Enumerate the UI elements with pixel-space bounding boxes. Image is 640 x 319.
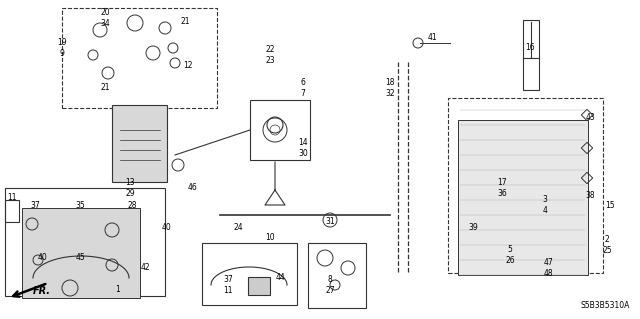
Text: 47
48: 47 48 — [543, 258, 553, 278]
Text: 22
23: 22 23 — [265, 45, 275, 65]
Bar — [202, 243, 297, 305]
Text: 21: 21 — [180, 18, 189, 26]
Bar — [581, 172, 593, 184]
Bar — [458, 120, 588, 275]
Text: 46: 46 — [188, 183, 198, 192]
Bar — [581, 142, 593, 154]
Bar — [448, 98, 603, 273]
Text: S5B3B5310A: S5B3B5310A — [580, 301, 630, 310]
Bar — [62, 8, 217, 108]
Text: 8
27: 8 27 — [325, 275, 335, 295]
Text: 21: 21 — [100, 84, 109, 93]
Bar — [523, 20, 539, 90]
Text: 10: 10 — [265, 234, 275, 242]
Text: 39: 39 — [468, 224, 478, 233]
Text: 2
25: 2 25 — [602, 235, 612, 255]
Bar — [248, 277, 270, 295]
Bar — [5, 200, 19, 222]
Text: 13
29: 13 29 — [125, 178, 135, 198]
Text: 24: 24 — [233, 224, 243, 233]
Text: 41: 41 — [427, 33, 437, 42]
Text: 44: 44 — [275, 273, 285, 283]
Text: 11: 11 — [7, 194, 17, 203]
Text: 17
36: 17 36 — [497, 178, 507, 198]
Bar — [250, 100, 310, 160]
Text: 14
30: 14 30 — [298, 138, 308, 158]
Text: 19
9: 19 9 — [57, 38, 67, 58]
Text: 40: 40 — [162, 224, 172, 233]
Bar — [581, 109, 593, 121]
Text: 31: 31 — [325, 218, 335, 226]
Text: 35: 35 — [75, 201, 85, 210]
Text: 37: 37 — [30, 201, 40, 210]
Text: 1: 1 — [116, 286, 120, 294]
Text: 18
32: 18 32 — [385, 78, 395, 98]
Text: 40: 40 — [37, 254, 47, 263]
Text: 43: 43 — [585, 114, 595, 122]
Text: 37
11: 37 11 — [223, 275, 233, 295]
Text: 42: 42 — [140, 263, 150, 272]
Text: 28: 28 — [127, 201, 137, 210]
Text: 15: 15 — [605, 201, 615, 210]
Text: 5
26: 5 26 — [505, 245, 515, 265]
Text: 6
7: 6 7 — [301, 78, 305, 98]
Text: 38: 38 — [585, 190, 595, 199]
Text: 45: 45 — [75, 254, 85, 263]
Bar — [112, 105, 167, 182]
Text: 12: 12 — [183, 61, 193, 70]
Bar — [308, 243, 366, 308]
Bar — [22, 208, 140, 298]
Text: FR.: FR. — [33, 286, 51, 296]
Text: 16: 16 — [525, 43, 535, 53]
Text: 3
4: 3 4 — [543, 195, 547, 215]
Bar — [5, 188, 165, 296]
Text: 20
34: 20 34 — [100, 8, 110, 28]
